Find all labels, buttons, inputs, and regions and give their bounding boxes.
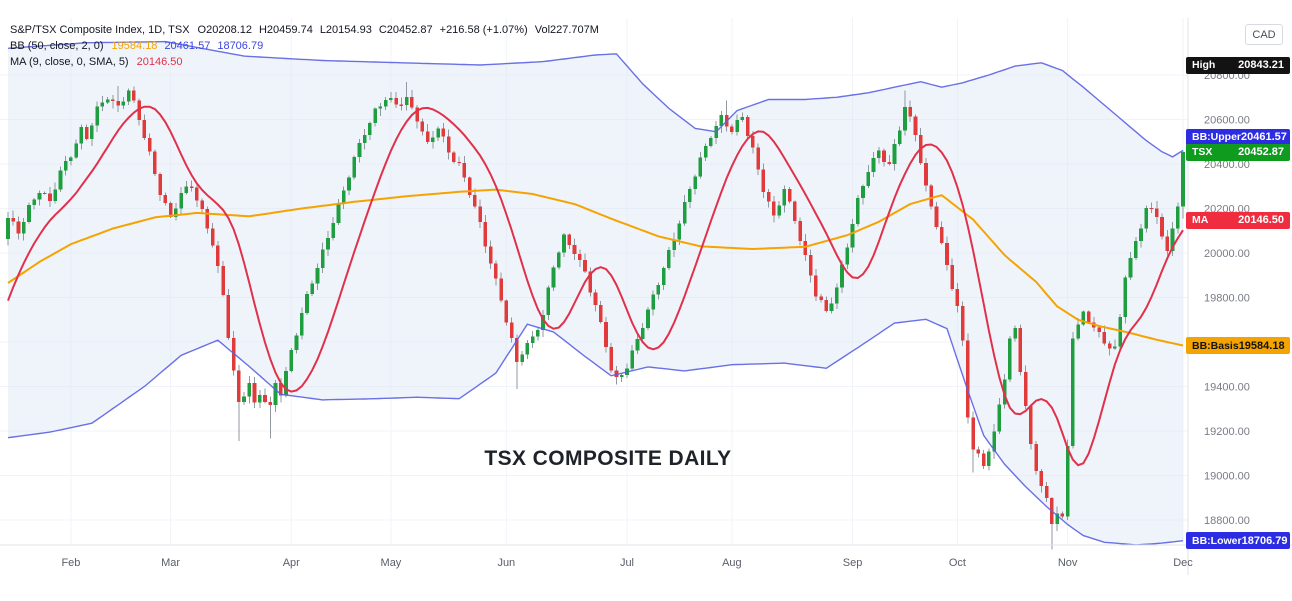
candles: [6, 81, 1185, 550]
svg-text:Nov: Nov: [1058, 557, 1078, 569]
bb-basis-line: [7, 188, 1184, 347]
svg-text:20000.00: 20000.00: [1204, 248, 1250, 260]
svg-text:Jun: Jun: [497, 557, 515, 569]
price-label-name: BB:Basis: [1192, 339, 1239, 352]
legend-bb-row[interactable]: BB (50, close, 2, 0) 19584.18 20461.57 1870…: [10, 38, 606, 54]
bb-lower-line: [7, 318, 1184, 546]
currency-button[interactable]: CAD: [1245, 24, 1283, 45]
price-label-high: High 20843.21: [1186, 56, 1290, 74]
price-label-value: 19584.18: [1238, 339, 1285, 352]
price-label-name: BB:Lower: [1192, 534, 1242, 547]
svg-text:19800.00: 19800.00: [1204, 293, 1250, 305]
bb-upper-line: [7, 40, 1184, 158]
svg-text:May: May: [381, 557, 402, 569]
price-label-bb-basis: BB:Basis 19584.18: [1186, 337, 1290, 354]
svg-text:19400.00: 19400.00: [1204, 382, 1250, 394]
svg-text:20600.00: 20600.00: [1204, 115, 1250, 127]
price-label-value: 20146.50: [1238, 214, 1284, 227]
svg-text:19200.00: 19200.00: [1204, 426, 1250, 438]
bb-indicator-label: BB (50, close, 2, 0): [10, 40, 104, 52]
bb-lower-value: 18706.79: [217, 40, 264, 52]
price-label-name: BB:Upper: [1192, 131, 1241, 144]
price-label-bb-upper: BB:Upper 20461.57: [1186, 128, 1290, 146]
ohlc-close: C20452.87: [378, 24, 433, 36]
symbol-title: S&P/TSX Composite Index, 1D, TSX: [10, 24, 190, 36]
time-axis-labels: Feb Mar Apr May Jun Jul Aug Sep Oct Nov Dec: [61, 557, 1193, 569]
bb-upper-value: 20461.57: [164, 40, 211, 52]
svg-text:Jul: Jul: [620, 557, 634, 569]
price-label-value: 20843.21: [1238, 59, 1284, 72]
price-label-name: High: [1192, 59, 1216, 72]
ohlc-volume: Vol227.707M: [534, 24, 599, 36]
svg-text:19000.00: 19000.00: [1204, 471, 1250, 483]
price-label-tsx: TSX 20452.87: [1186, 143, 1290, 161]
price-labels: High 20843.21 BB:Upper 20461.57 TSX 20452.87 M…: [1182, 0, 1292, 601]
svg-text:Oct: Oct: [949, 557, 966, 569]
watermark: TSX COMPOSITE DAILY: [484, 447, 732, 470]
ohlc-open: O20208.12: [197, 24, 252, 36]
legend-symbol-row[interactable]: S&P/TSX Composite Index, 1D, TSX O20208.1…: [10, 22, 606, 38]
svg-text:Aug: Aug: [722, 557, 742, 569]
bb-basis-value: 19584.18: [111, 40, 158, 52]
price-label-bb-lower: BB:Lower 18706.79: [1186, 532, 1290, 550]
price-label-value: 18706.79: [1241, 534, 1288, 547]
legend: S&P/TSX Composite Index, 1D, TSX O20208.1…: [10, 22, 606, 70]
price-label-value: 20452.87: [1238, 146, 1284, 159]
ma-value: 20146.50: [136, 56, 183, 68]
legend-ma-row[interactable]: MA (9, close, 0, SMA, 5) 20146.50: [10, 54, 606, 70]
price-label-ma: MA 20146.50: [1186, 211, 1290, 229]
svg-text:Dec: Dec: [1173, 557, 1193, 569]
price-label-name: TSX: [1192, 146, 1213, 159]
svg-text:Sep: Sep: [843, 557, 863, 569]
svg-text:20400.00: 20400.00: [1204, 159, 1250, 171]
time-axis[interactable]: [0, 546, 1292, 580]
price-label-value: 20461.57: [1241, 131, 1287, 144]
svg-text:Mar: Mar: [161, 557, 180, 569]
ohlc-high: H20459.74: [258, 24, 313, 36]
svg-text:Apr: Apr: [283, 557, 300, 569]
ma-line: [7, 105, 1184, 467]
ohlc-change: +216.58 (+1.07%): [439, 24, 528, 36]
svg-text:Feb: Feb: [61, 557, 80, 569]
ohlc-low: L20154.93: [319, 24, 372, 36]
svg-text:18800.00: 18800.00: [1204, 515, 1250, 527]
ma-indicator-label: MA (9, close, 0, SMA, 5): [10, 56, 129, 68]
price-label-name: MA: [1192, 214, 1209, 227]
